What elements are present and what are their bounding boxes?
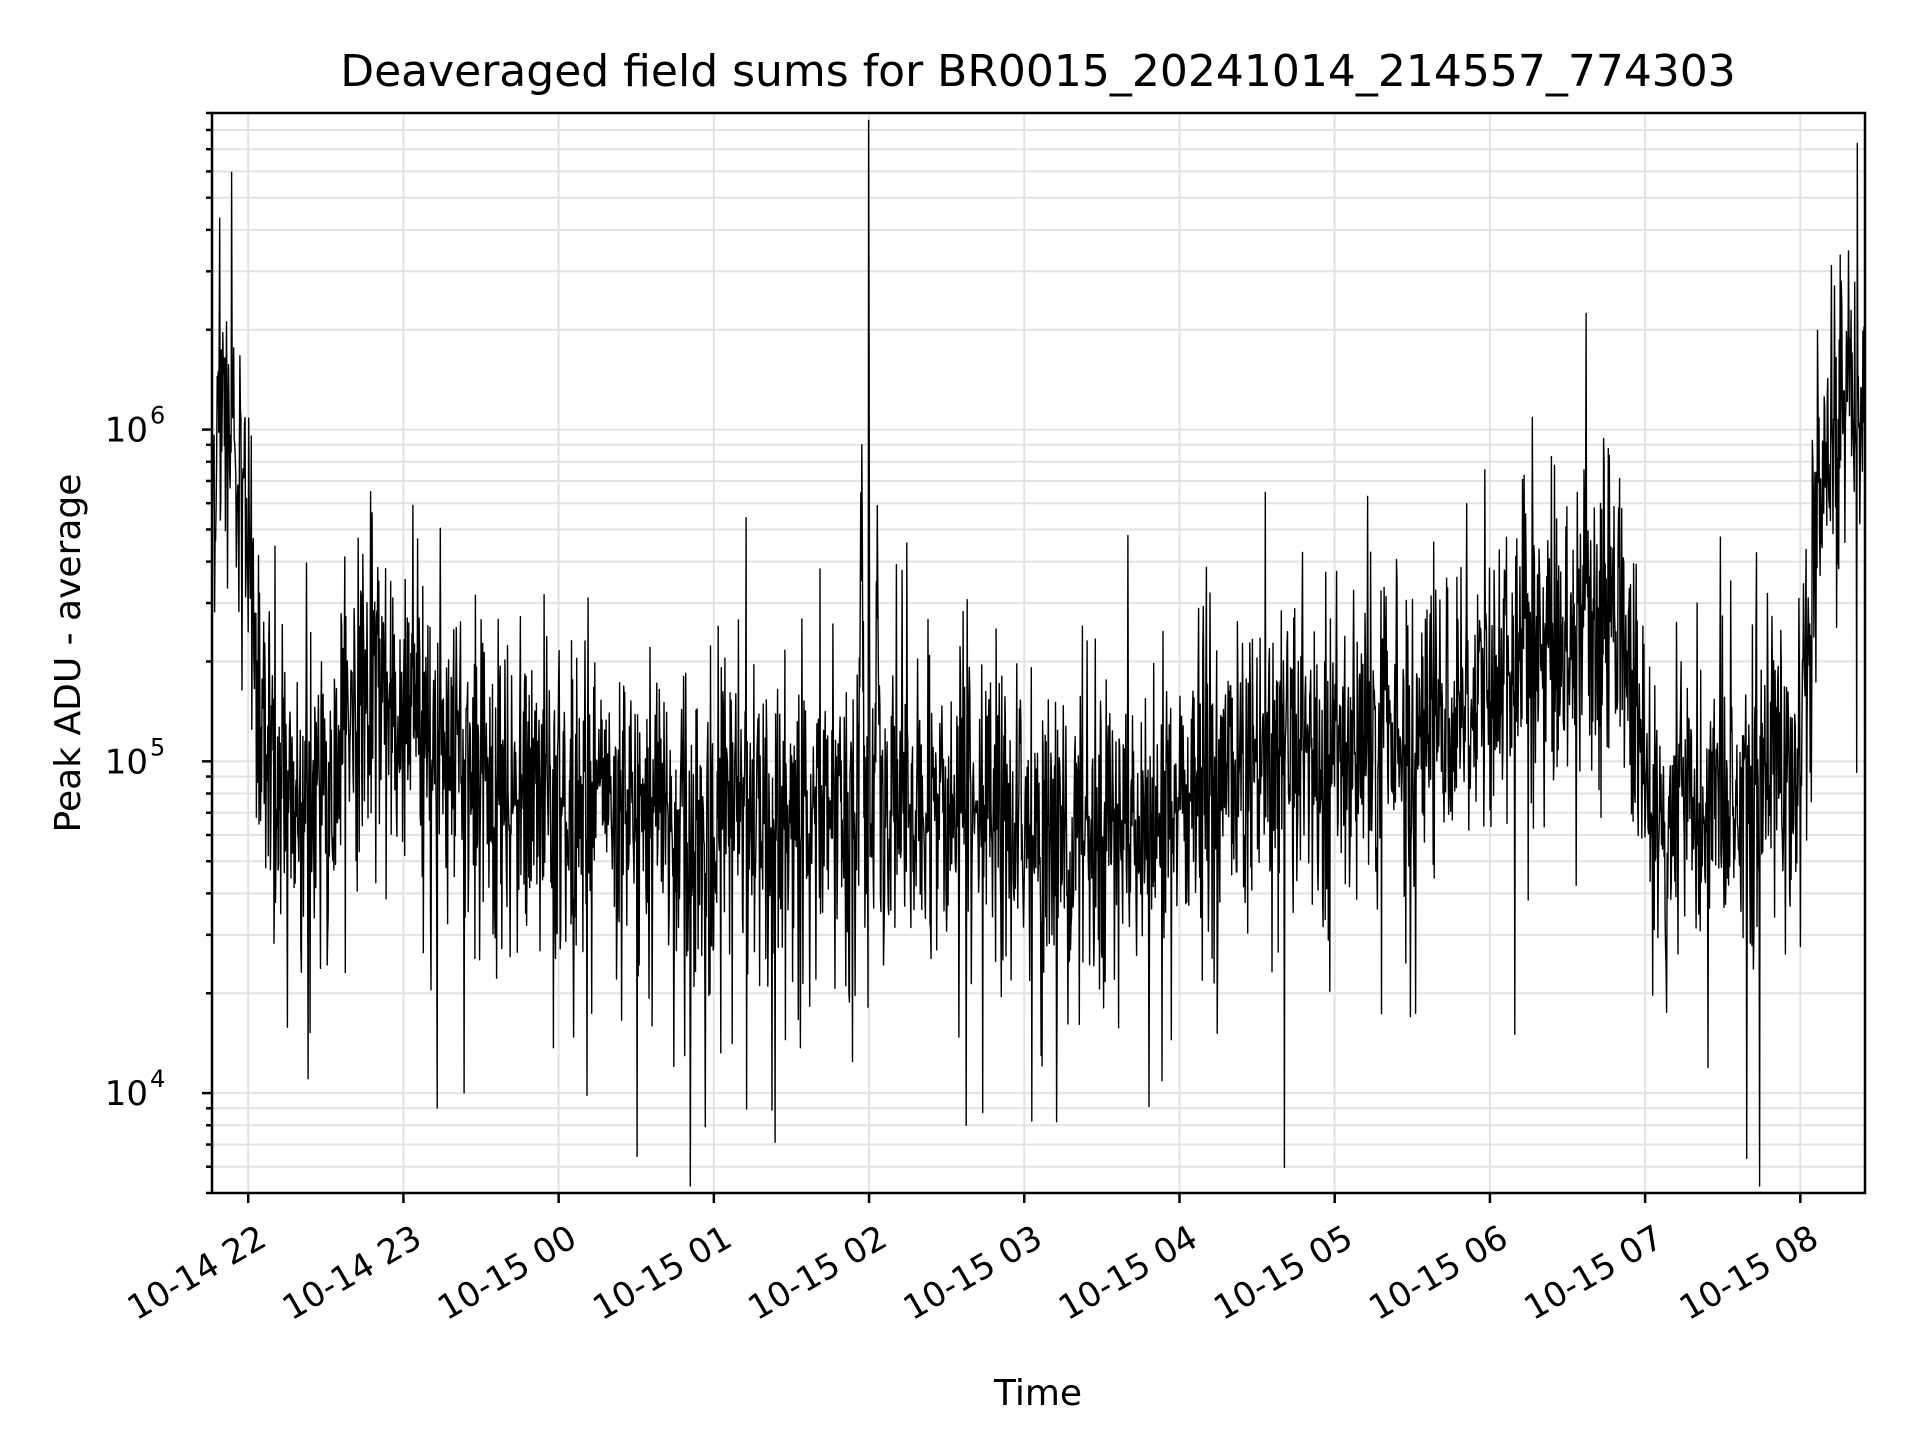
x-tick-label: 10-15 00 <box>431 1218 583 1329</box>
x-tick-label: 10-14 23 <box>276 1218 428 1329</box>
x-tick-label: 10-15 08 <box>1673 1218 1825 1329</box>
x-tick-label: 10-15 01 <box>586 1218 738 1329</box>
x-tick-label: 10-15 06 <box>1362 1218 1514 1329</box>
y-tick-exponent: 4 <box>150 1065 165 1093</box>
y-axis-label: Peak ADU - average <box>48 474 89 833</box>
y-tick-label: 10 <box>105 411 148 451</box>
x-tick-label: 10-15 05 <box>1207 1218 1359 1329</box>
x-axis-label: Time <box>993 1373 1082 1414</box>
x-tick-label: 10-15 02 <box>742 1218 894 1329</box>
y-tick-exponent: 6 <box>150 402 165 430</box>
x-tick-label: 10-14 22 <box>121 1218 273 1329</box>
plot-frame <box>210 111 1867 1195</box>
series-layer <box>211 119 1866 1187</box>
y-tick-exponent: 5 <box>150 733 165 761</box>
y-tick-label: 10 <box>105 742 148 782</box>
x-tick-label: 10-15 03 <box>897 1218 1049 1329</box>
series-line-0 <box>211 119 1866 1187</box>
chart-title: Deaveraged field sums for BR0015_2024101… <box>340 46 1736 97</box>
y-tick-label: 10 <box>105 1074 148 1114</box>
x-tick-label: 10-15 07 <box>1518 1218 1670 1329</box>
x-tick-label: 10-15 04 <box>1052 1218 1204 1329</box>
